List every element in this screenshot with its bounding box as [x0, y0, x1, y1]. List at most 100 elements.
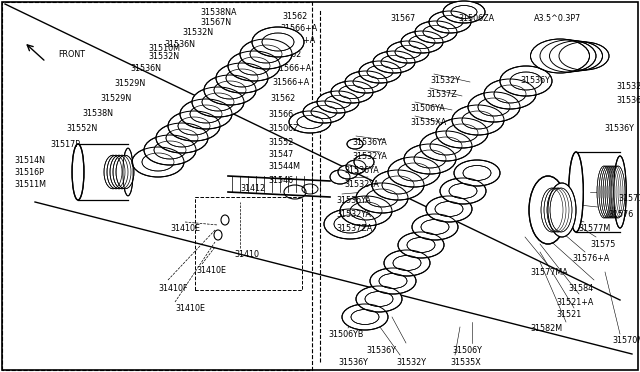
Ellipse shape — [609, 166, 623, 218]
Text: 31577MA: 31577MA — [530, 268, 568, 277]
Ellipse shape — [252, 27, 304, 57]
Text: 31547: 31547 — [268, 150, 293, 159]
Text: 31584: 31584 — [568, 284, 593, 293]
Ellipse shape — [311, 106, 337, 119]
Ellipse shape — [605, 166, 619, 218]
Ellipse shape — [142, 153, 174, 171]
Text: 31576: 31576 — [608, 210, 633, 219]
Ellipse shape — [387, 41, 429, 63]
Text: 31536Y: 31536Y — [616, 96, 640, 105]
Text: 31566+A: 31566+A — [274, 64, 311, 73]
Ellipse shape — [370, 268, 416, 294]
Ellipse shape — [452, 105, 504, 135]
Ellipse shape — [547, 188, 569, 232]
Text: 31535X: 31535X — [450, 358, 481, 367]
Ellipse shape — [373, 51, 415, 73]
Ellipse shape — [435, 202, 463, 217]
Text: 31506Y: 31506Y — [452, 346, 482, 355]
Ellipse shape — [381, 55, 407, 68]
Text: 31536Y: 31536Y — [366, 346, 396, 355]
Ellipse shape — [601, 166, 615, 218]
Ellipse shape — [342, 304, 388, 330]
Ellipse shape — [426, 196, 472, 222]
Text: 31562: 31562 — [276, 50, 301, 59]
Ellipse shape — [297, 115, 323, 128]
Ellipse shape — [334, 215, 366, 233]
Ellipse shape — [436, 118, 488, 148]
Ellipse shape — [478, 98, 510, 116]
Ellipse shape — [350, 202, 382, 220]
Ellipse shape — [178, 117, 210, 135]
Text: 31529N: 31529N — [100, 94, 131, 103]
Ellipse shape — [550, 188, 572, 232]
Ellipse shape — [398, 163, 430, 181]
Text: 31537ZA: 31537ZA — [336, 224, 372, 233]
Text: 31575: 31575 — [590, 240, 616, 249]
Ellipse shape — [345, 71, 387, 93]
Text: 31544M: 31544M — [268, 162, 300, 171]
Ellipse shape — [289, 111, 331, 133]
Ellipse shape — [204, 75, 256, 105]
Ellipse shape — [132, 147, 184, 177]
Ellipse shape — [347, 139, 363, 149]
Ellipse shape — [404, 144, 456, 174]
Ellipse shape — [353, 76, 379, 89]
Ellipse shape — [367, 65, 393, 78]
Text: 31532Y: 31532Y — [616, 82, 640, 91]
Text: 31535XA: 31535XA — [410, 118, 446, 127]
Ellipse shape — [356, 286, 402, 312]
Text: 31536N: 31536N — [130, 64, 161, 73]
Ellipse shape — [339, 86, 365, 99]
Ellipse shape — [559, 42, 609, 70]
Ellipse shape — [107, 155, 125, 189]
Text: 31577M: 31577M — [578, 224, 611, 233]
Ellipse shape — [156, 123, 208, 153]
Ellipse shape — [393, 256, 421, 270]
Ellipse shape — [330, 170, 350, 184]
Ellipse shape — [340, 196, 392, 226]
Ellipse shape — [317, 91, 359, 113]
Ellipse shape — [446, 124, 478, 142]
Ellipse shape — [388, 157, 440, 187]
Ellipse shape — [443, 1, 485, 23]
Ellipse shape — [401, 31, 443, 53]
Ellipse shape — [262, 33, 294, 51]
Ellipse shape — [354, 155, 374, 169]
Text: 31511M: 31511M — [14, 180, 46, 189]
Ellipse shape — [451, 6, 477, 19]
Text: 31532Y: 31532Y — [396, 358, 426, 367]
Ellipse shape — [110, 155, 128, 189]
Ellipse shape — [123, 148, 133, 196]
Ellipse shape — [168, 111, 220, 141]
Text: 31410: 31410 — [234, 250, 259, 259]
Ellipse shape — [338, 165, 358, 179]
Ellipse shape — [569, 152, 583, 232]
Ellipse shape — [226, 69, 258, 87]
Ellipse shape — [550, 41, 602, 71]
Text: 31521: 31521 — [556, 310, 581, 319]
Ellipse shape — [72, 144, 84, 200]
Text: 31510M: 31510M — [148, 44, 180, 53]
Text: 31570M: 31570M — [612, 336, 640, 345]
Ellipse shape — [228, 51, 280, 81]
Text: 31506Z: 31506Z — [268, 124, 299, 133]
Text: 31536Y: 31536Y — [604, 124, 634, 133]
Text: FRONT: FRONT — [58, 50, 85, 59]
Ellipse shape — [303, 101, 345, 123]
Text: 31566: 31566 — [268, 110, 293, 119]
Text: 31532N: 31532N — [148, 52, 179, 61]
Ellipse shape — [540, 40, 596, 72]
Text: 31521+A: 31521+A — [556, 298, 593, 307]
Ellipse shape — [116, 155, 134, 189]
Text: 31567N: 31567N — [200, 18, 231, 27]
Ellipse shape — [597, 166, 611, 218]
Ellipse shape — [216, 63, 268, 93]
Text: A3.5^0.3P7: A3.5^0.3P7 — [534, 14, 581, 23]
Ellipse shape — [614, 156, 627, 228]
Text: 31536YA: 31536YA — [336, 196, 371, 205]
Ellipse shape — [494, 85, 526, 103]
Ellipse shape — [356, 183, 408, 213]
Ellipse shape — [346, 160, 366, 174]
Ellipse shape — [529, 176, 567, 244]
Ellipse shape — [510, 72, 542, 90]
